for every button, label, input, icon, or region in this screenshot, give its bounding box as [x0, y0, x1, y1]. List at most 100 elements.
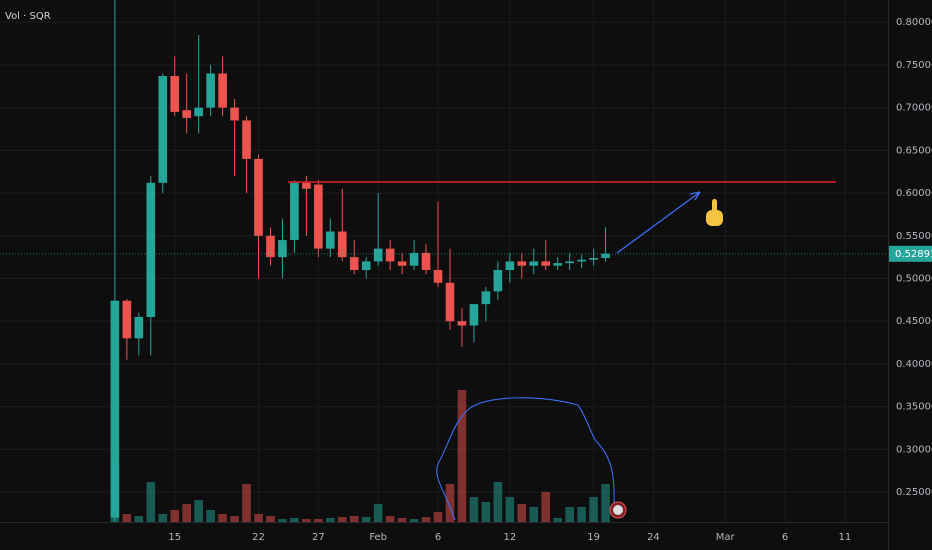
x-tick-label: Mar	[716, 532, 736, 543]
volume-bar	[601, 484, 610, 522]
candle-body	[170, 76, 180, 112]
volume-bar	[409, 519, 419, 522]
x-tick-label: 19	[587, 532, 600, 543]
volume-bar	[565, 507, 574, 522]
pointer-icon	[706, 199, 723, 226]
volume-bar	[278, 519, 287, 522]
last-price-box	[889, 245, 932, 262]
candle-body	[206, 73, 215, 108]
volume-bar	[445, 484, 455, 522]
x-tick-label: 15	[168, 532, 181, 543]
volume-bar	[553, 518, 563, 522]
volume-bar	[146, 482, 156, 522]
volume-bar	[302, 519, 311, 522]
last-price-label: 0.52891	[895, 249, 932, 260]
candle-body	[505, 261, 515, 270]
x-tick-label: 27	[312, 532, 325, 543]
candle-body	[445, 282, 455, 322]
candle-body	[469, 304, 479, 326]
volume-bar	[517, 504, 527, 522]
volume-bar	[122, 514, 132, 522]
arrow	[616, 191, 701, 254]
volume-bar	[493, 482, 503, 522]
volume-bar	[290, 518, 299, 522]
volume-bar	[397, 518, 407, 522]
candle-body	[577, 259, 586, 262]
candle-body	[290, 182, 299, 241]
candle-body	[134, 316, 144, 339]
candle-body	[397, 261, 407, 266]
arrow-head	[689, 191, 701, 201]
hand-drawn-curve	[436, 397, 615, 521]
flag-icon	[609, 501, 627, 519]
candle-body	[457, 321, 467, 326]
volume-bar	[337, 517, 347, 522]
volume-bar	[170, 510, 180, 522]
volume-bar	[325, 518, 335, 522]
candle-layer	[110, 0, 610, 522]
candle-body	[421, 252, 431, 270]
hand-drawn-curve	[577, 404, 596, 441]
volume-bar	[194, 500, 203, 522]
volume-bar	[541, 492, 551, 522]
volume-bar	[433, 512, 443, 522]
candle-body	[278, 240, 287, 258]
volume-bar	[349, 516, 359, 522]
candle-body	[361, 261, 371, 270]
volume-bar	[254, 514, 263, 522]
candle-body	[158, 76, 168, 183]
x-tick-label: 6	[435, 532, 441, 543]
candle-body	[218, 73, 227, 108]
y-tick-label: 0.80000	[896, 17, 932, 28]
volume-bar	[361, 517, 371, 522]
volume-bar	[266, 516, 275, 522]
candle-body	[266, 235, 275, 258]
volume-bar	[505, 497, 515, 522]
candle-body	[146, 182, 156, 317]
candle-body	[325, 231, 335, 249]
chart-title: Vol · SQR	[5, 11, 51, 22]
volume-bar	[589, 497, 598, 522]
candle-body	[385, 248, 395, 262]
x-tick-label: 6	[782, 532, 788, 543]
candle-body	[337, 231, 347, 258]
candle-body	[493, 269, 503, 292]
volume-bar	[385, 516, 395, 522]
candle-body	[481, 291, 491, 305]
candle-body	[601, 253, 610, 259]
candle-body	[194, 107, 203, 117]
volume-bar	[421, 517, 431, 522]
candle-body	[541, 261, 551, 266]
candle-body	[517, 261, 527, 266]
candle-body	[565, 261, 574, 264]
candle-body	[349, 257, 359, 270]
volume-bar	[134, 516, 144, 522]
candle-body	[433, 269, 443, 283]
volume-bar	[218, 514, 227, 522]
volume-bar	[373, 504, 383, 522]
candle-body	[242, 120, 251, 159]
volume-bar	[469, 497, 479, 522]
volume-bar	[182, 504, 192, 522]
candle-body	[122, 300, 132, 339]
volume-bar	[314, 519, 323, 522]
x-tick-label: Feb	[369, 532, 387, 543]
candle-body	[110, 300, 120, 518]
x-tick-label: 24	[647, 532, 660, 543]
candle-body	[589, 258, 598, 260]
volume-bar	[206, 510, 215, 522]
candle-body	[254, 158, 263, 236]
volume-bar	[230, 516, 239, 522]
candle-body	[302, 182, 311, 189]
x-tick-label: 22	[252, 532, 265, 543]
candle-body	[553, 263, 563, 266]
